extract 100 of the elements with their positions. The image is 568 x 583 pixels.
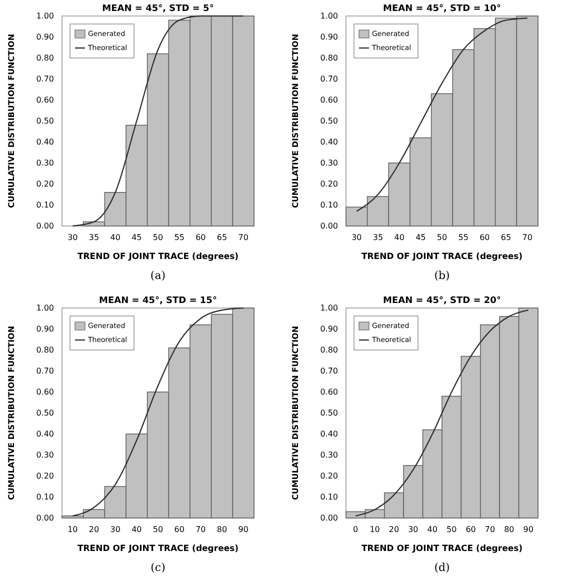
x-tick-label: 30	[408, 525, 418, 534]
x-tick-label: 80	[216, 525, 228, 534]
x-tick-label: 10	[68, 525, 78, 534]
y-tick-label: 0.80	[36, 54, 54, 63]
x-tick-label: 65	[500, 233, 512, 242]
y-tick-label: 0.50	[320, 408, 338, 418]
x-tick-label: 70	[484, 525, 496, 534]
x-tick-label: 50	[152, 233, 164, 242]
y-tick-label: 1.00	[320, 12, 338, 21]
line-series	[356, 18, 528, 212]
y-tick-label: 0.90	[320, 324, 338, 334]
y-tick-label: 1.00	[36, 12, 54, 21]
y-tick-label: 0.00	[320, 514, 338, 523]
x-tick-label: 20	[88, 525, 100, 534]
y-tick-label: 0.90	[320, 32, 338, 42]
y-tick-label: 0.80	[320, 54, 338, 63]
x-tick-label: 40	[110, 233, 120, 242]
y-tick-label: 0.60	[320, 96, 338, 105]
x-tick-label: 90	[238, 525, 248, 534]
y-axis-title: CUMULATIVE DISTRIBUTION FUNCTION	[291, 326, 300, 500]
chart-title: MEAN = 45°, STD = 15°	[99, 296, 217, 306]
x-tick-label: 90	[523, 525, 534, 534]
x-axis-title: TREND OF JOINT TRACE (degrees)	[361, 544, 523, 554]
line-series	[72, 15, 244, 227]
x-tick-label: 40	[394, 233, 404, 242]
y-tick-label: 0.00	[36, 514, 54, 523]
x-tick-label: 60	[466, 525, 476, 534]
x-tick-label: 70	[238, 233, 248, 242]
y-tick-label: 0.20	[36, 180, 54, 189]
y-tick-label: 0.50	[36, 116, 54, 126]
chart-title: MEAN = 45°, STD = 5°	[102, 4, 214, 14]
y-tick-label: 0.90	[36, 32, 54, 42]
y-tick-label: 0.30	[36, 450, 54, 460]
x-tick-label: 30	[68, 233, 78, 242]
x-tick-label: 50	[446, 525, 457, 534]
y-tick-label: 0.10	[320, 492, 338, 502]
text: (d)	[434, 561, 450, 574]
x-tick-label: 60	[174, 525, 184, 534]
text: (c)	[150, 561, 166, 574]
chart-title: MEAN = 45°, STD = 20°	[383, 296, 501, 306]
y-tick-label: 0.00	[320, 222, 338, 231]
y-tick-label: 0.00	[36, 222, 54, 231]
y-tick-label: 0.20	[36, 472, 54, 481]
x-tick-label: 80	[504, 525, 514, 534]
y-tick-label: 0.70	[36, 74, 54, 84]
y-tick-label: 0.40	[36, 138, 54, 147]
x-tick-label: 0	[353, 525, 358, 534]
y-tick-label: 0.60	[36, 96, 54, 105]
x-tick-label: 45	[416, 233, 426, 242]
text: (b)	[434, 269, 450, 282]
y-tick-label: 0.40	[320, 430, 338, 439]
y-tick-label: 0.50	[320, 116, 338, 126]
text: (a)	[150, 269, 166, 282]
y-tick-label: 0.30	[320, 450, 338, 460]
x-tick-label: 30	[352, 233, 362, 242]
y-tick-label: 0.50	[36, 408, 54, 418]
y-tick-label: 0.80	[36, 346, 54, 355]
x-axis-title: TREND OF JOINT TRACE (degrees)	[361, 252, 523, 262]
y-axis-title: CUMULATIVE DISTRIBUTION FUNCTION	[291, 34, 300, 208]
y-tick-label: 0.10	[320, 200, 338, 210]
x-tick-label: 70	[522, 233, 532, 242]
x-tick-label: 45	[132, 233, 142, 242]
y-tick-label: 0.60	[36, 388, 54, 397]
x-tick-label: 35	[372, 233, 384, 242]
y-tick-label: 0.10	[36, 200, 54, 210]
line-series	[355, 310, 529, 516]
y-tick-label: 1.00	[320, 304, 338, 313]
y-tick-label: 0.40	[36, 430, 54, 439]
y-tick-label: 0.10	[36, 492, 54, 502]
x-tick-label: 10	[370, 525, 380, 534]
y-tick-label: 0.90	[36, 324, 54, 334]
x-tick-label: 35	[88, 233, 100, 242]
y-tick-label: 0.80	[320, 346, 338, 355]
x-tick-label: 20	[388, 525, 400, 534]
y-axis-title: CUMULATIVE DISTRIBUTION FUNCTION	[7, 326, 16, 500]
x-tick-label: 55	[174, 233, 184, 242]
x-tick-label: 65	[216, 233, 228, 242]
y-tick-label: 1.00	[36, 304, 54, 313]
x-axis-title: TREND OF JOINT TRACE (degrees)	[77, 544, 239, 554]
x-tick-label: 55	[458, 233, 468, 242]
x-tick-label: 70	[196, 525, 206, 534]
y-tick-label: 0.30	[320, 158, 338, 168]
x-tick-label: 60	[480, 233, 490, 242]
y-tick-label: 0.70	[320, 74, 338, 84]
x-tick-label: 50	[436, 233, 448, 242]
y-tick-label: 0.20	[320, 472, 338, 481]
x-axis-title: TREND OF JOINT TRACE (degrees)	[77, 252, 239, 262]
y-tick-label: 0.40	[320, 138, 338, 147]
x-tick-label: 60	[196, 233, 206, 242]
x-tick-label: 40	[132, 525, 142, 534]
chart-title: MEAN = 45°, STD = 10°	[383, 4, 501, 14]
y-tick-label: 0.70	[320, 366, 338, 376]
x-tick-label: 30	[110, 525, 120, 534]
y-axis-title: CUMULATIVE DISTRIBUTION FUNCTION	[7, 34, 16, 208]
y-tick-label: 0.30	[36, 158, 54, 168]
line-series	[72, 307, 244, 516]
y-tick-label: 0.60	[320, 388, 338, 397]
x-tick-label: 40	[427, 525, 438, 534]
x-tick-label: 50	[152, 525, 164, 534]
y-tick-label: 0.70	[36, 366, 54, 376]
